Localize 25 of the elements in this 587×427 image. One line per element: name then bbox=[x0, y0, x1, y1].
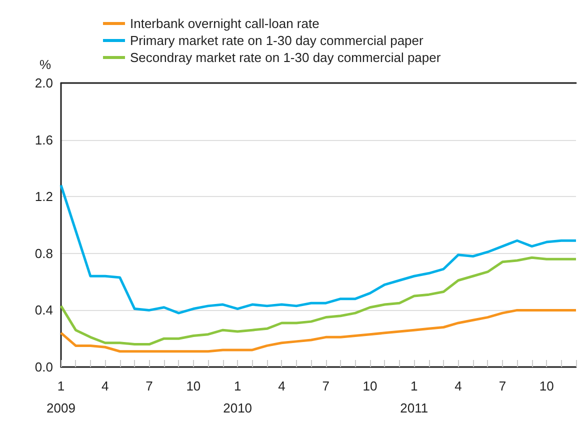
x-tick-label: 7 bbox=[498, 378, 506, 394]
line-series bbox=[60, 184, 578, 314]
y-tick-label: 0.8 bbox=[34, 246, 53, 261]
x-tick-label: 10 bbox=[186, 378, 201, 394]
legend-label: Interbank overnight call-loan rate bbox=[130, 16, 320, 31]
x-tick-label: 7 bbox=[146, 378, 153, 394]
legend-label: Primary market rate on 1-30 day commercial paper bbox=[130, 33, 424, 48]
x-tick-label: 1 2011 bbox=[400, 378, 428, 416]
y-tick-label: 1.6 bbox=[34, 132, 53, 148]
x-tick-label: 1 2010 bbox=[223, 378, 252, 416]
y-axis-title: % bbox=[39, 57, 52, 72]
x-tick-label: 10 bbox=[539, 378, 554, 394]
x-tick-label: 4 bbox=[454, 378, 462, 394]
line-series bbox=[60, 256, 578, 346]
legend-label: Secondray market rate on 1-30 day commercial paper bbox=[130, 50, 442, 65]
y-tick-label: 2.0 bbox=[34, 76, 53, 90]
y-tick-label: 0.0 bbox=[34, 360, 53, 374]
x-tick-label: 7 bbox=[322, 378, 330, 394]
x-tick-label: 4 bbox=[278, 378, 286, 394]
y-tick-label: 1.2 bbox=[34, 189, 53, 204]
line-series bbox=[60, 308, 578, 353]
x-tick-label: 10 bbox=[362, 378, 378, 394]
x-tick-label: 1 2009 bbox=[46, 378, 76, 416]
x-tick-label: 4 bbox=[102, 378, 109, 394]
y-tick-label: 0.4 bbox=[34, 302, 53, 318]
